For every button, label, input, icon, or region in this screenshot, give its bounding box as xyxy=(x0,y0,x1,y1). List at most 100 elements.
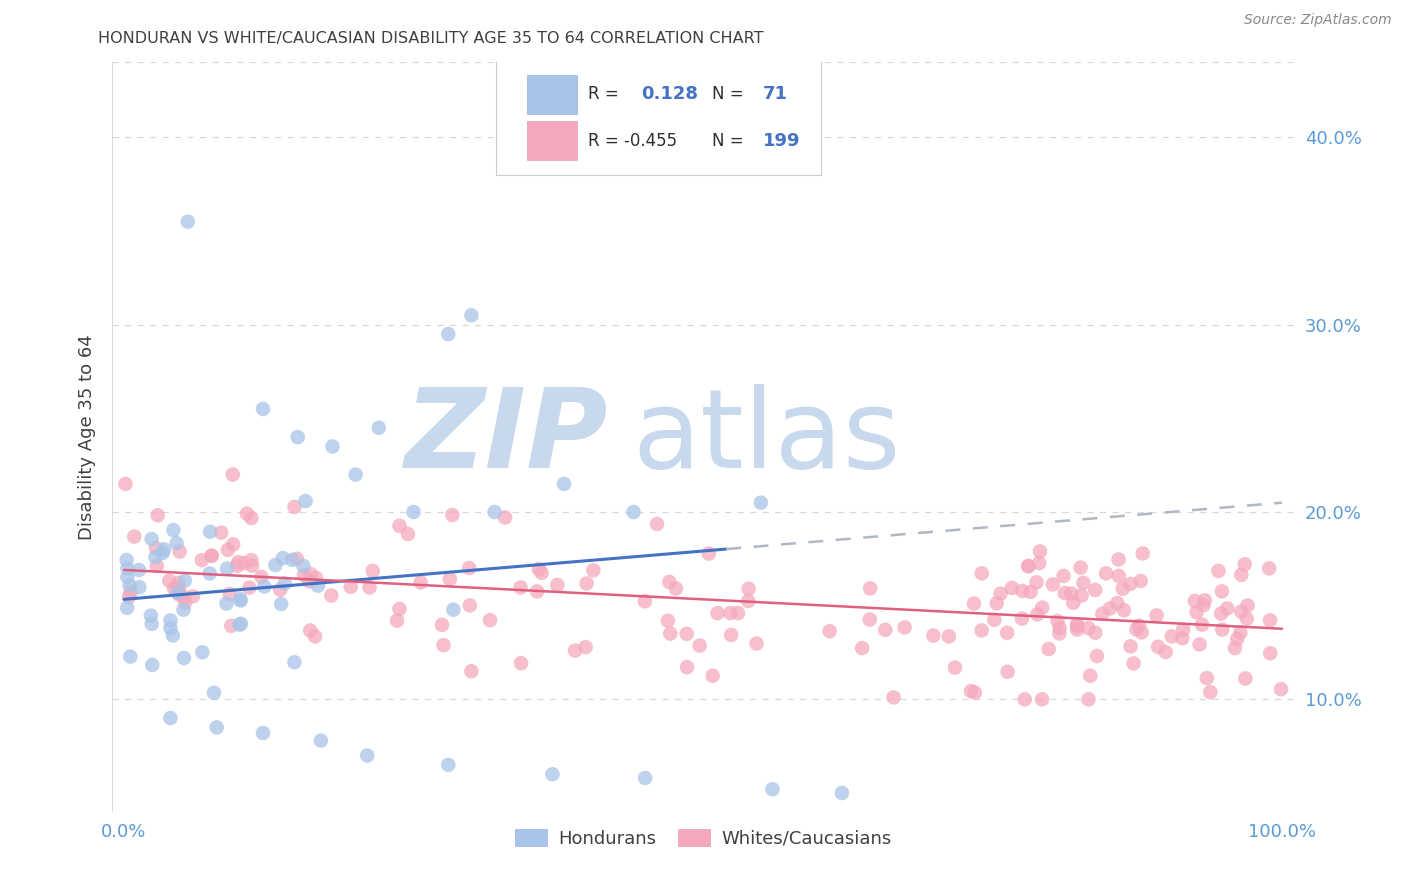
Point xyxy=(285,551,308,566)
Point xyxy=(298,574,321,589)
Point xyxy=(1130,625,1153,640)
Point xyxy=(1128,618,1150,632)
Point xyxy=(118,578,141,592)
Point xyxy=(1194,593,1216,607)
Text: HONDURAN VS WHITE/CAUCASIAN DISABILITY AGE 35 TO 64 CORRELATION CHART: HONDURAN VS WHITE/CAUCASIAN DISABILITY A… xyxy=(98,31,763,46)
Point xyxy=(697,547,720,561)
Point xyxy=(169,588,191,602)
Point xyxy=(250,570,273,584)
Point xyxy=(1236,612,1258,626)
Point xyxy=(441,508,464,522)
Point xyxy=(1031,692,1053,706)
Point xyxy=(761,782,783,797)
Point xyxy=(1098,601,1121,615)
Point xyxy=(460,309,482,323)
Point xyxy=(1085,648,1108,663)
Point xyxy=(145,541,167,556)
Point xyxy=(1184,594,1206,608)
Text: N =: N = xyxy=(713,132,744,150)
Point xyxy=(1052,569,1074,583)
Legend: Hondurans, Whites/Caucasians: Hondurans, Whites/Caucasians xyxy=(508,822,898,855)
Point xyxy=(1077,692,1099,706)
Point xyxy=(1062,596,1084,610)
Point xyxy=(1112,603,1135,617)
Point xyxy=(1029,544,1052,558)
Point xyxy=(1070,560,1092,574)
Point xyxy=(1195,671,1218,685)
Point xyxy=(1107,596,1129,610)
Point xyxy=(173,651,195,665)
FancyBboxPatch shape xyxy=(527,121,576,160)
Point xyxy=(1078,669,1101,683)
Point xyxy=(198,524,221,539)
Point xyxy=(141,616,163,631)
Point xyxy=(283,500,305,514)
Point xyxy=(460,664,482,679)
Point xyxy=(634,771,657,785)
Point xyxy=(634,594,657,608)
Point xyxy=(359,581,381,595)
Point xyxy=(1053,586,1076,600)
Point xyxy=(1258,561,1281,575)
Point xyxy=(167,575,190,590)
Point xyxy=(675,626,697,640)
Point xyxy=(922,628,945,642)
Point xyxy=(219,619,242,633)
Point xyxy=(344,467,367,482)
Text: 71: 71 xyxy=(763,85,789,103)
Point xyxy=(720,606,742,620)
Point xyxy=(960,684,983,698)
Point xyxy=(240,553,263,567)
Point xyxy=(831,786,853,800)
Point xyxy=(1270,682,1292,697)
Point xyxy=(174,595,197,609)
Point xyxy=(191,645,214,659)
Point xyxy=(287,430,309,444)
Point xyxy=(1258,613,1281,627)
Point xyxy=(173,603,195,617)
Point xyxy=(859,582,882,596)
Point xyxy=(963,597,986,611)
Point xyxy=(1223,640,1246,655)
Point xyxy=(240,511,263,525)
Point xyxy=(1122,657,1144,671)
Point xyxy=(388,602,411,616)
Text: 0.128: 0.128 xyxy=(641,85,699,103)
Point xyxy=(1185,605,1208,619)
Point xyxy=(309,733,332,747)
Point xyxy=(564,643,586,657)
Point xyxy=(541,767,564,781)
Point xyxy=(1014,692,1036,706)
Point xyxy=(198,566,221,581)
Point xyxy=(995,625,1018,640)
Point xyxy=(658,574,681,589)
Point xyxy=(307,579,329,593)
Point xyxy=(1060,586,1083,600)
Point xyxy=(222,467,245,482)
Point xyxy=(252,401,274,416)
Point xyxy=(702,669,724,683)
Point xyxy=(983,613,1005,627)
Y-axis label: Disability Age 35 to 64: Disability Age 35 to 64 xyxy=(77,334,96,540)
Text: N =: N = xyxy=(713,85,744,103)
Point xyxy=(1046,614,1069,628)
Point xyxy=(1191,617,1213,632)
Point xyxy=(141,657,163,672)
Point xyxy=(659,626,682,640)
Point xyxy=(986,596,1008,610)
Point xyxy=(153,542,176,557)
Point xyxy=(226,558,249,573)
Point xyxy=(479,613,502,627)
Point xyxy=(1119,577,1142,591)
Point xyxy=(938,630,960,644)
Point xyxy=(122,530,145,544)
Point xyxy=(484,505,506,519)
Point xyxy=(1125,623,1147,637)
Text: atlas: atlas xyxy=(633,384,901,491)
Point xyxy=(745,636,768,650)
Point xyxy=(139,608,162,623)
Point xyxy=(970,566,993,581)
Point xyxy=(1211,584,1233,599)
Point xyxy=(162,628,184,642)
Point xyxy=(1173,623,1195,637)
